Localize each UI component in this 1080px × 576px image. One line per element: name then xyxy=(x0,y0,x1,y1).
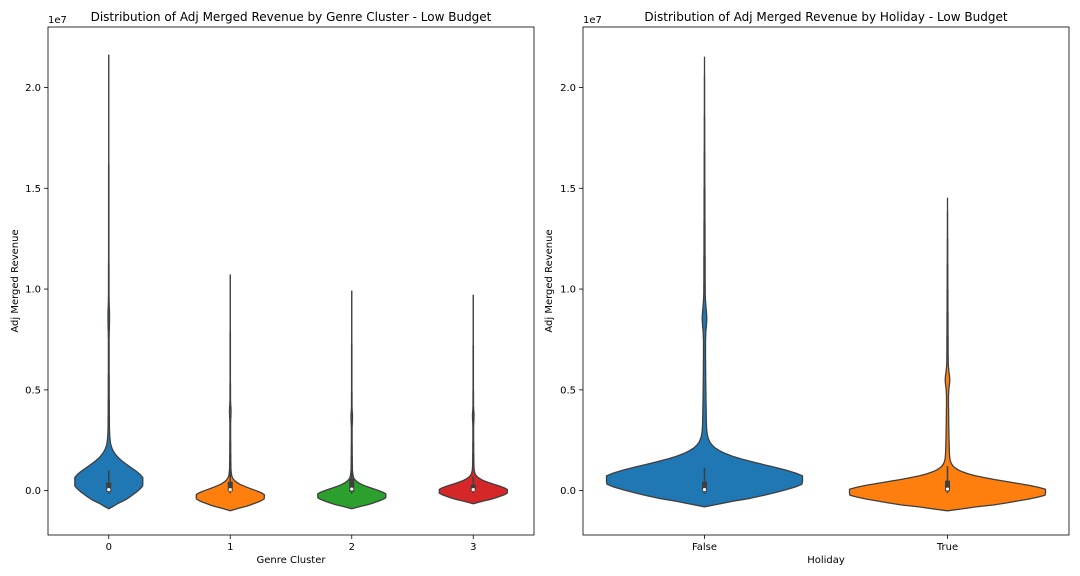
y-offset-label: 1e7 xyxy=(583,15,602,26)
y-tick-label: 1.5 xyxy=(25,184,41,195)
median-dot xyxy=(228,488,232,492)
y-tick-label: 2.0 xyxy=(560,83,576,94)
median-dot xyxy=(350,487,354,491)
quartile-box xyxy=(470,484,476,492)
chart-title: Distribution of Adj Merged Revenue by Ge… xyxy=(91,10,492,24)
y-tick-label: 0.0 xyxy=(560,486,576,497)
axes-frame xyxy=(47,26,535,536)
y-tick-label: 0.0 xyxy=(25,486,41,497)
y-axis-label: Adj Merged Revenue xyxy=(10,229,21,332)
y-offset-label: 1e7 xyxy=(48,15,67,26)
violin-2 xyxy=(317,290,387,510)
holiday-violin-panel: Distribution of Adj Merged Revenue by Ho… xyxy=(544,10,1070,566)
quartile-box xyxy=(945,480,950,492)
axes-frame xyxy=(582,26,1070,536)
y-tick-label: 1.0 xyxy=(560,285,576,296)
violin-0 xyxy=(74,54,144,510)
x-tick-label: 3 xyxy=(470,542,476,553)
x-tick-label: True xyxy=(936,542,958,553)
median-dot xyxy=(702,488,707,492)
violin-3 xyxy=(438,294,508,505)
quartile-box xyxy=(349,478,355,492)
median-dot xyxy=(471,488,475,492)
violin-1 xyxy=(195,274,265,512)
x-tick-label: 0 xyxy=(106,542,112,553)
y-axis-label: Adj Merged Revenue xyxy=(544,229,555,332)
genre-cluster-violin-panel: Distribution of Adj Merged Revenue by Ge… xyxy=(10,10,535,566)
quartile-box xyxy=(227,481,233,492)
chart-title: Distribution of Adj Merged Revenue by Ho… xyxy=(644,10,1007,24)
y-tick-label: 2.0 xyxy=(25,83,41,94)
plot-area: 0.0 0.5 1.0 1.5 2.0 0 1 2 3 xyxy=(25,54,508,553)
median-dot xyxy=(107,488,111,492)
violin-True xyxy=(848,197,1047,512)
y-tick-label: 1.0 xyxy=(25,285,41,296)
violin-False xyxy=(605,56,804,508)
plot-area: 0.0 0.5 1.0 1.5 2.0 False True xyxy=(560,56,1047,553)
y-tick-label: 0.5 xyxy=(560,385,576,396)
x-tick-label: 1 xyxy=(227,542,233,553)
y-tick-label: 0.5 xyxy=(25,385,41,396)
median-dot xyxy=(945,487,950,491)
x-axis-label: Genre Cluster xyxy=(257,555,327,566)
quartile-box xyxy=(106,482,112,492)
y-tick-label: 1.5 xyxy=(560,184,576,195)
quartile-box xyxy=(702,481,707,492)
x-tick-label: 2 xyxy=(349,542,355,553)
x-axis-label: Holiday xyxy=(807,555,845,566)
x-tick-label: False xyxy=(692,542,717,553)
